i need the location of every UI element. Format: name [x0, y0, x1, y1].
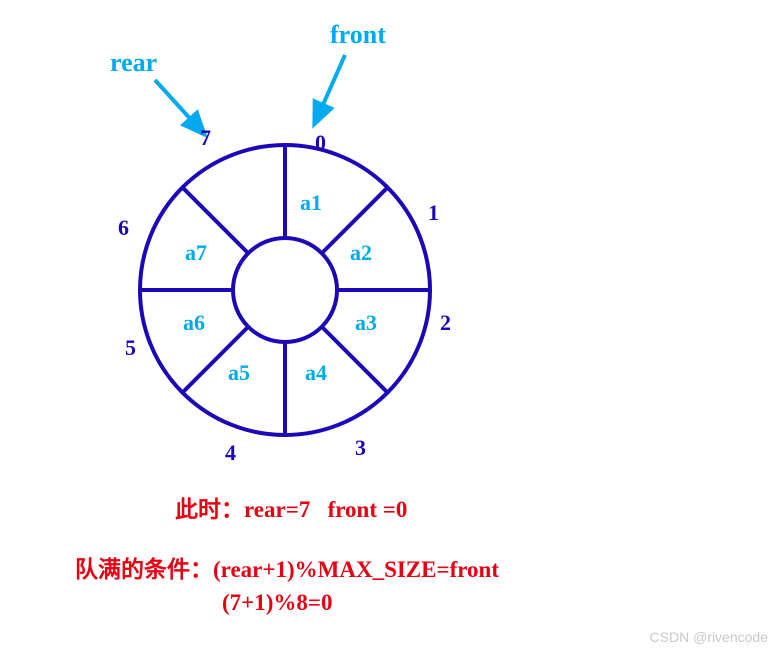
data-label-2: a3: [355, 310, 377, 336]
index-label-2: 2: [440, 310, 451, 336]
caption-line1-front: front =0: [328, 497, 408, 522]
index-label-7: 7: [200, 125, 211, 151]
index-label-4: 4: [225, 440, 236, 466]
index-label-0: 0: [315, 130, 326, 156]
watermark: CSDN @rivencode: [650, 629, 768, 645]
data-label-0: a1: [300, 190, 322, 216]
caption-line1-rear: rear=7: [244, 497, 310, 522]
data-label-3: a4: [305, 360, 327, 386]
data-label-5: a6: [183, 310, 205, 336]
data-label-4: a5: [228, 360, 250, 386]
caption-line2: 队满的条件：(rear+1)%MAX_SIZE=front: [75, 550, 499, 584]
rear-label: rear: [110, 48, 157, 78]
caption-line2-prefix: 队满的条件：: [75, 557, 213, 582]
diagram-stage: front rear 0 1 2 3 4 5 6 7 a1 a2 a3 a4 a5 a6 a7 此时：re…: [0, 0, 774, 649]
caption-line1-prefix: 此时：: [175, 497, 244, 522]
index-label-5: 5: [125, 335, 136, 361]
index-label-6: 6: [118, 215, 129, 241]
front-label: front: [330, 20, 386, 50]
caption-line2-formula: (rear+1)%MAX_SIZE=front: [213, 557, 499, 582]
data-label-1: a2: [350, 240, 372, 266]
index-label-1: 1: [428, 200, 439, 226]
data-label-6: a7: [185, 240, 207, 266]
caption-line1: 此时：rear=7 front =0: [175, 490, 407, 524]
caption-line3: (7+1)%8=0: [222, 590, 333, 616]
index-label-3: 3: [355, 435, 366, 461]
